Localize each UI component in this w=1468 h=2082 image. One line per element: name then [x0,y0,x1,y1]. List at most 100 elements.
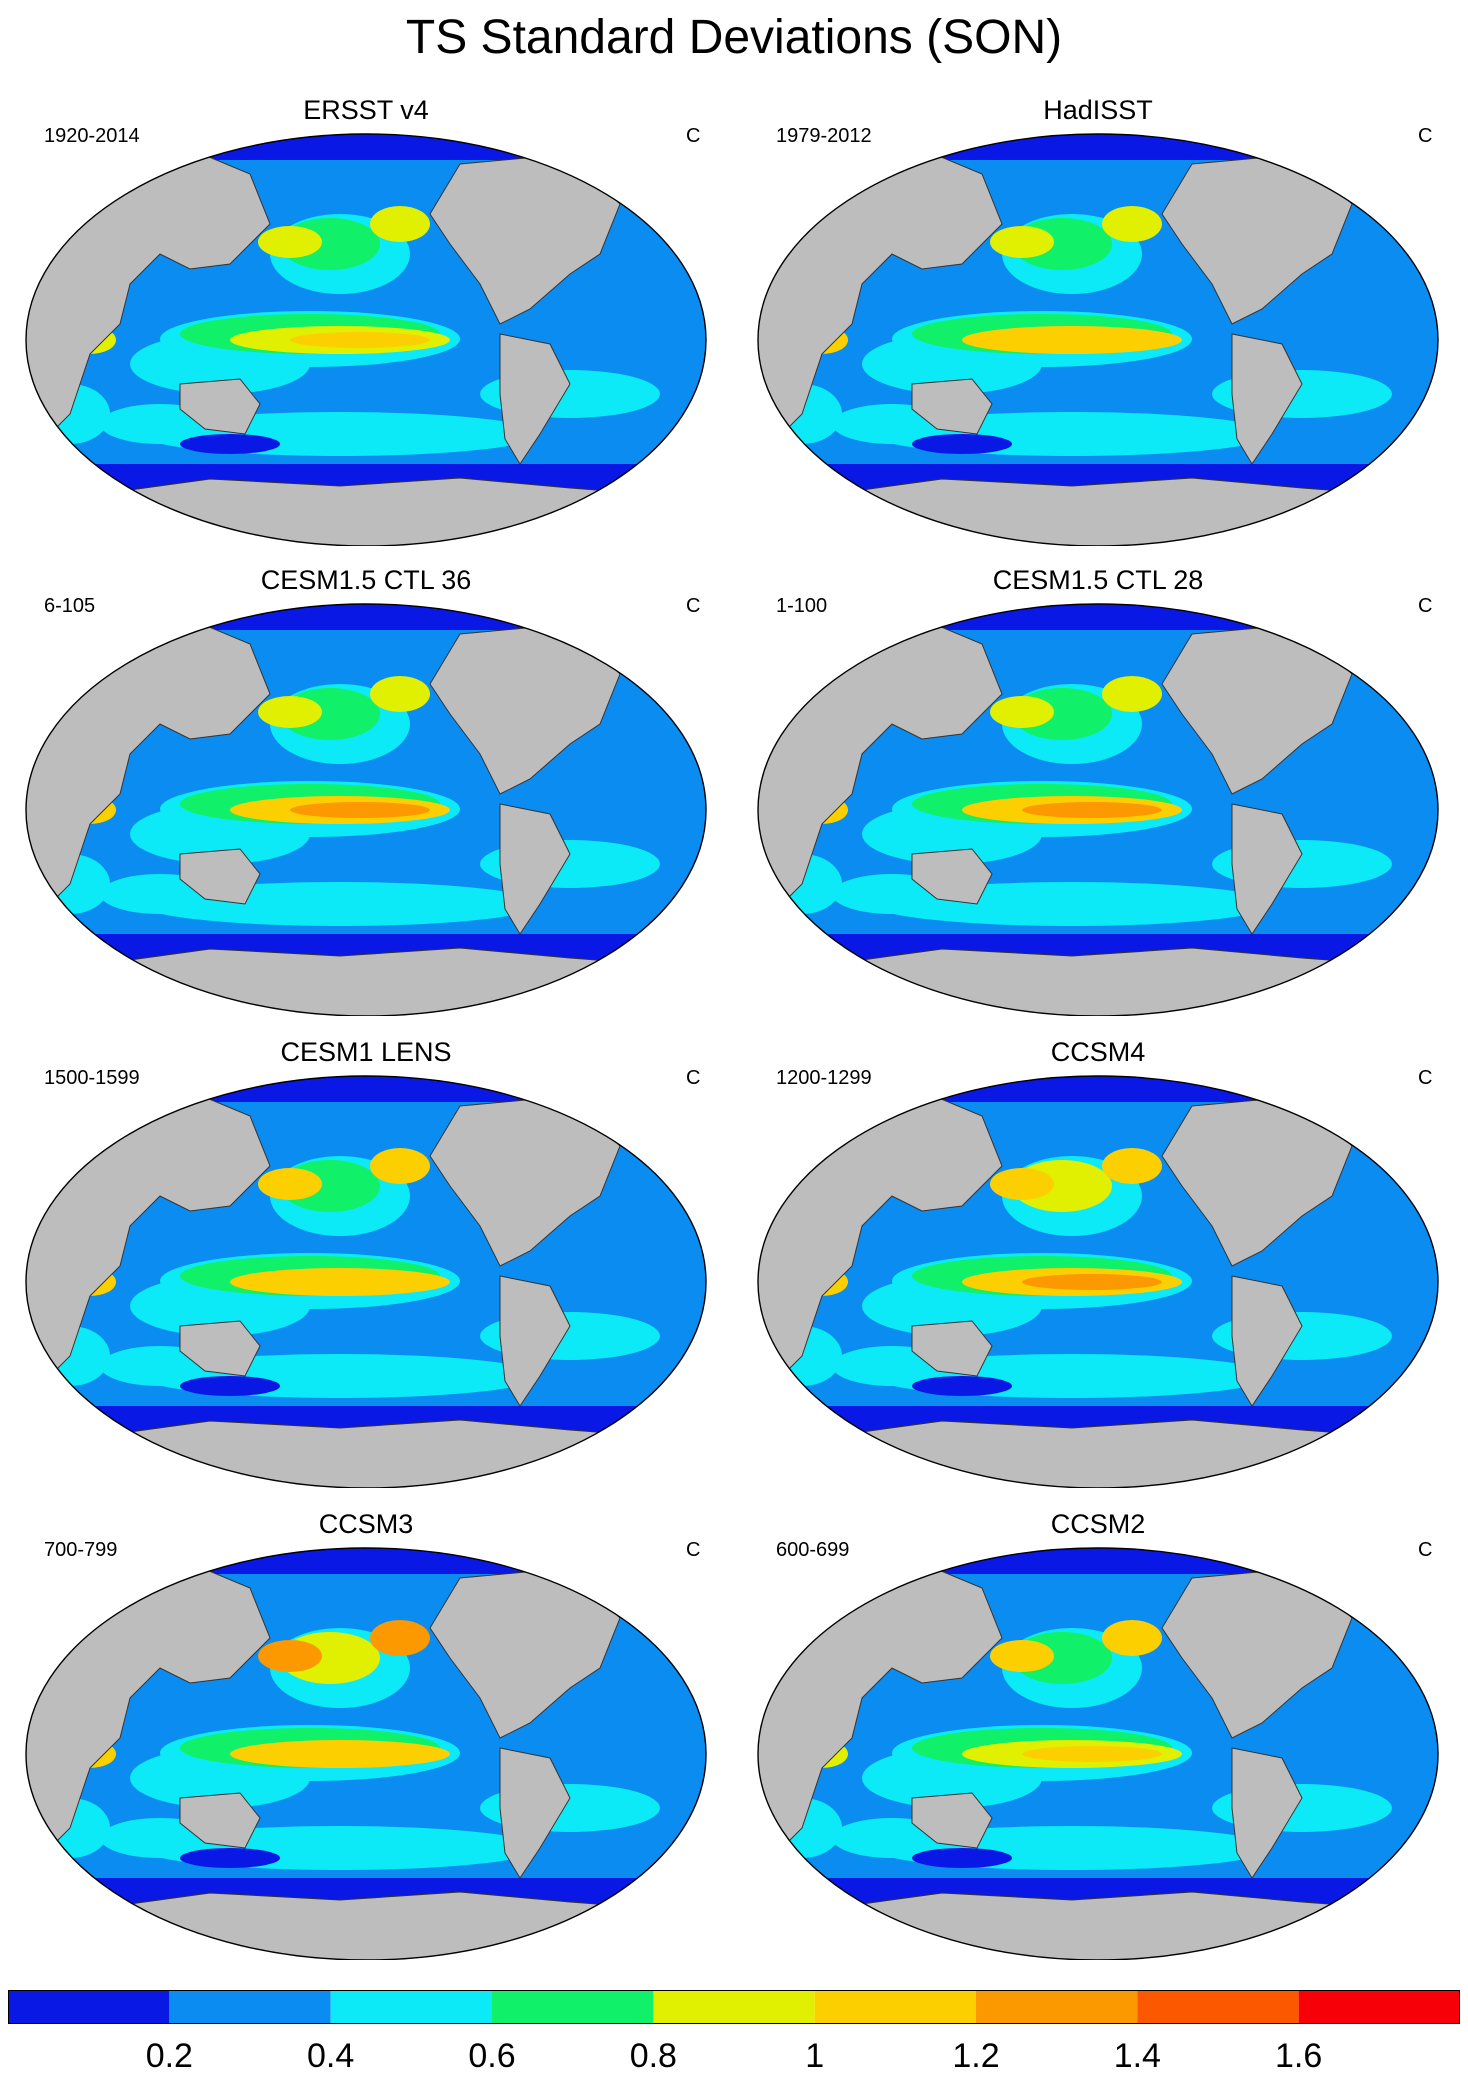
panel-title: CCSM3 [318,1509,414,1539]
landmass [179,378,261,435]
panel-title: CESM1.5 CTL 28 [992,565,1204,595]
landmass [758,477,1438,546]
map-outline [757,1547,1439,1960]
landmass [499,1747,571,1879]
panel-period: 1979-2012 [776,125,872,147]
sst-std-map [757,1075,1439,1488]
sst-contour [990,696,1054,728]
landmass [911,378,993,435]
map-panel: CCSM2 600-699 C [742,1508,1454,1960]
landmass [911,848,993,905]
sst-contour [258,226,322,258]
landmass [1231,1747,1303,1879]
sst-contour [180,1848,280,1868]
colorbar-label: 1.6 [1275,2037,1323,2075]
colorbar-swatch [653,1990,815,2024]
panel-units: C [1418,1539,1433,1561]
landmass [1231,1275,1303,1407]
panel-period: 600-699 [776,1539,850,1561]
sst-contour [912,1848,1012,1868]
colorbar-frame [8,1990,1460,2024]
sst-contour [1022,802,1162,818]
panel-period: 1920-2014 [44,125,140,147]
sst-contour [370,1620,430,1656]
sst-contour [990,1168,1054,1200]
panel-period: 1200-1299 [776,1067,872,1089]
landmass [26,1891,706,1960]
panel-title: ERSST v4 [303,95,429,125]
map-outline [757,133,1439,546]
landmass [26,477,706,546]
colorbar-swatch [492,1990,654,2024]
landmass [1231,803,1303,935]
sst-contour [1022,332,1162,348]
panel-units: C [1418,595,1433,617]
map-outline [757,603,1439,1016]
colorbar-swatch [814,1990,976,2024]
panel-period: 700-799 [44,1539,118,1561]
sst-contour [1022,1746,1162,1762]
sst-contour [1022,1274,1162,1290]
colorbar-swatch [1298,1990,1460,2024]
sst-contour [180,434,280,454]
landmass [26,1419,706,1488]
landmass [911,1320,993,1377]
colorbar-label: 0.2 [145,2037,193,2075]
map-outline [25,603,707,1016]
sst-std-map [757,1547,1439,1960]
panel-period: 1500-1599 [44,1067,140,1089]
colorbar-label: 0.4 [307,2037,355,2075]
sst-contour [258,1640,322,1672]
panel-units: C [686,1067,701,1089]
sst-contour [180,1376,280,1396]
sst-contour [1102,676,1162,712]
panel-title: CESM1 LENS [280,1037,452,1067]
panel-units: C [686,595,701,617]
colorbar-label: 0.6 [468,2037,516,2075]
panel-units: C [1418,1067,1433,1089]
sst-contour [1102,206,1162,242]
sst-contour [258,696,322,728]
landmass [758,1419,1438,1488]
landmass [179,848,261,905]
colorbar-label: 0.8 [629,2037,677,2075]
panel-units: C [1418,125,1433,147]
map-panel: CESM1.5 CTL 28 1-100 C [742,564,1454,1016]
colorbar [8,1990,1460,2024]
colorbar-swatch [330,1990,492,2024]
sst-contour [258,1168,322,1200]
figure-title: TS Standard Deviations (SON) [405,11,1063,64]
colorbar-swatch [169,1990,331,2024]
sst-contour [290,1746,430,1762]
sst-std-map [25,1547,707,1960]
landmass [499,1275,571,1407]
sst-contour [912,1376,1012,1396]
sst-contour [990,1640,1054,1672]
panel-title: HadISST [1043,95,1153,125]
map-panel: CESM1.5 CTL 36 6-105 C [10,564,722,1016]
sst-std-map [25,1075,707,1488]
colorbar-swatch [8,1990,170,2024]
map-outline [757,1075,1439,1488]
sst-contour [1102,1620,1162,1656]
sst-contour [370,1148,430,1184]
colorbar-swatch [976,1990,1138,2024]
landmass [179,1792,261,1849]
landmass [758,1891,1438,1960]
map-panel: CCSM4 1200-1299 C [742,1036,1454,1488]
sst-contour [290,332,430,348]
panel-title: CESM1.5 CTL 36 [260,565,472,595]
landmass [499,803,571,935]
panel-units: C [686,125,701,147]
landmass [758,947,1438,1016]
landmass [26,947,706,1016]
sst-std-map [757,133,1439,546]
sst-contour [990,226,1054,258]
sst-contour [1102,1148,1162,1184]
map-panel: CCSM3 700-799 C [10,1508,722,1960]
sst-std-map [25,603,707,1016]
sst-contour [290,1274,430,1290]
panel-units: C [686,1539,701,1561]
map-outline [25,1547,707,1960]
colorbar-label: 1.4 [1113,2037,1161,2075]
